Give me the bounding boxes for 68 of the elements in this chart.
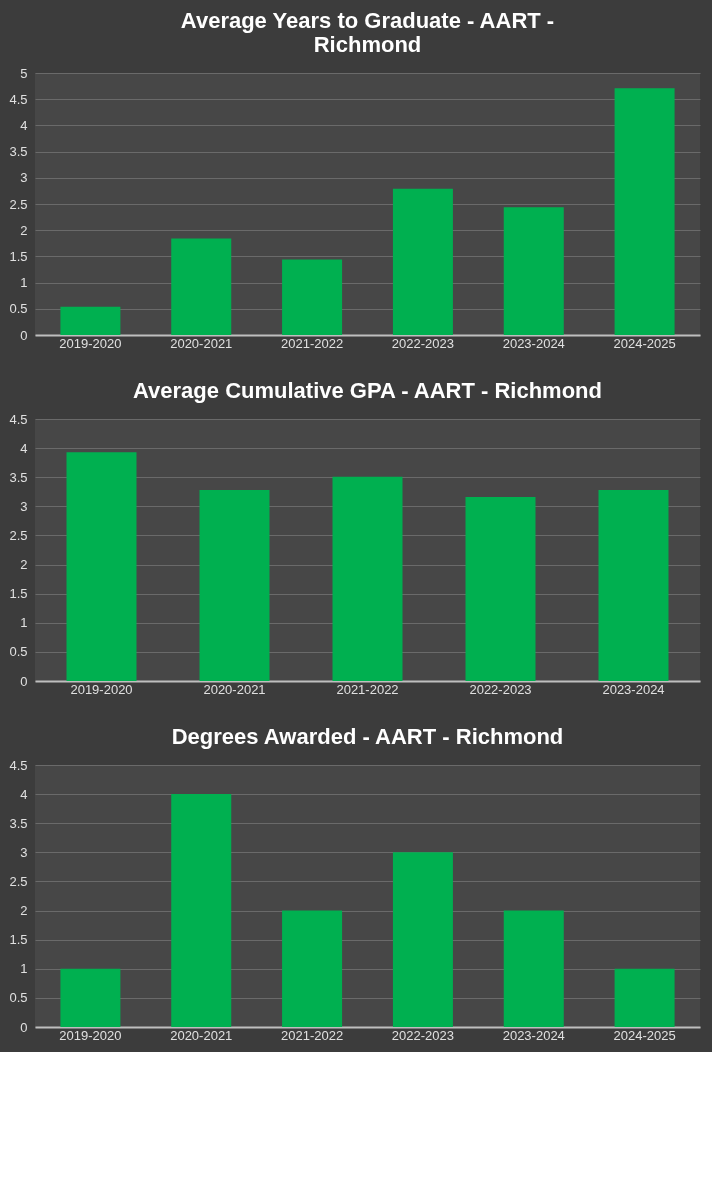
y-tick-label: 3	[20, 498, 28, 514]
x-tick-label: 2021-2022	[281, 1027, 344, 1043]
x-tick-label: 2020-2021	[170, 335, 233, 351]
y-tick-label: 1	[20, 275, 28, 291]
y-tick-label: 3	[20, 844, 28, 860]
bar	[171, 794, 232, 1027]
y-tick-label: 1	[20, 961, 28, 977]
x-tick-label: 2019-2020	[59, 335, 122, 351]
bar	[60, 306, 121, 335]
bar	[465, 497, 536, 681]
bar	[282, 910, 343, 1027]
bar	[171, 238, 232, 335]
bar	[503, 910, 564, 1027]
x-tick-label: 2022-2023	[469, 681, 532, 697]
y-tick-label: 0	[20, 1019, 28, 1035]
chart-title: Average Years to Graduate - AART - Richmond	[180, 8, 555, 57]
y-tick-label: 2.5	[9, 873, 28, 889]
x-tick-label: 2019-2020	[59, 1027, 122, 1043]
y-tick-label: 4.5	[9, 91, 28, 107]
y-tick-label: 3	[20, 170, 28, 186]
y-tick-label: 4.5	[9, 757, 28, 773]
bar	[614, 968, 675, 1027]
bar	[199, 490, 270, 681]
x-tick-label: 2021-2022	[281, 335, 344, 351]
x-tick-label: 2023-2024	[602, 681, 665, 697]
bar	[60, 968, 121, 1027]
y-tick-label: 0	[20, 673, 28, 689]
y-tick-label: 2	[20, 903, 28, 919]
y-tick-label: 4	[20, 117, 28, 133]
x-tick-label: 2021-2022	[336, 681, 399, 697]
bar	[392, 188, 453, 335]
bar	[614, 88, 675, 335]
x-tick-label: 2023-2024	[502, 335, 565, 351]
bar	[332, 476, 403, 681]
x-tick-label: 2023-2024	[502, 1027, 565, 1043]
chart-title: Degrees Awarded - AART - Richmond	[171, 724, 564, 749]
bar	[66, 452, 137, 681]
x-tick-label: 2024-2025	[613, 335, 676, 351]
x-tick-label: 2020-2021	[170, 1027, 233, 1043]
y-tick-label: 3.5	[9, 469, 28, 485]
bar	[282, 259, 343, 335]
y-tick-label: 4	[20, 440, 28, 456]
x-tick-label: 2022-2023	[391, 335, 454, 351]
y-tick-label: 3.5	[9, 144, 28, 160]
y-tick-label: 1.5	[9, 586, 28, 602]
y-tick-label: 1	[20, 615, 28, 631]
y-tick-label: 1.5	[9, 248, 28, 264]
y-tick-label: 0	[20, 327, 28, 343]
y-tick-label: 2	[20, 557, 28, 573]
x-tick-label: 2024-2025	[613, 1027, 676, 1043]
y-tick-label: 2.5	[9, 527, 28, 543]
y-tick-label: 0.5	[9, 301, 28, 317]
x-tick-label: 2022-2023	[391, 1027, 454, 1043]
y-tick-label: 0.5	[9, 644, 28, 660]
y-tick-label: 2.5	[9, 196, 28, 212]
y-tick-label: 0.5	[9, 990, 28, 1006]
y-tick-label: 3.5	[9, 815, 28, 831]
bar	[392, 852, 453, 1027]
y-tick-label: 2	[20, 222, 28, 238]
x-tick-label: 2019-2020	[70, 681, 133, 697]
y-tick-label: 4	[20, 786, 28, 802]
chart-title: Average Cumulative GPA - AART - Richmond	[133, 378, 602, 403]
bar	[503, 207, 564, 335]
x-tick-label: 2020-2021	[203, 681, 266, 697]
y-tick-label: 1.5	[9, 932, 28, 948]
y-tick-label: 5	[20, 65, 28, 81]
bar	[598, 490, 669, 681]
y-tick-label: 4.5	[9, 411, 28, 427]
